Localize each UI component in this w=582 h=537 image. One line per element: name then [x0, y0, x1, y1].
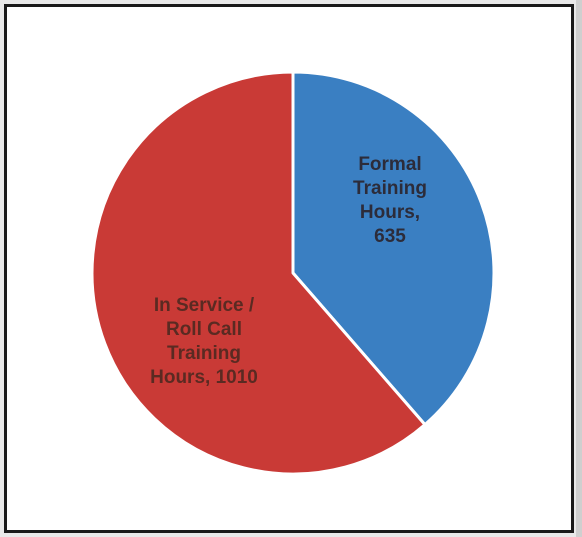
pie-slice-1	[90, 70, 427, 476]
slice-label-1-line-0: In Service /	[154, 295, 255, 316]
slice-label-0-line-3: 635	[374, 226, 406, 247]
slice-label-1-line-1: Roll Call	[166, 319, 242, 340]
slice-label-1: In Service / Roll Call Training Hours, 1010	[150, 295, 258, 388]
pie-slice-0	[291, 70, 496, 427]
page-edge	[576, 0, 582, 537]
slice-label-0-line-0: Formal	[358, 154, 421, 175]
slice-label-1-line-3: Hours, 1010	[150, 367, 258, 388]
slice-label-0: Formal Training Hours, 635	[353, 154, 427, 247]
slice-label-1-line-2: Training	[167, 343, 241, 364]
slice-label-0-line-1: Training	[353, 178, 427, 199]
slice-label-0-line-2: Hours,	[360, 202, 420, 223]
